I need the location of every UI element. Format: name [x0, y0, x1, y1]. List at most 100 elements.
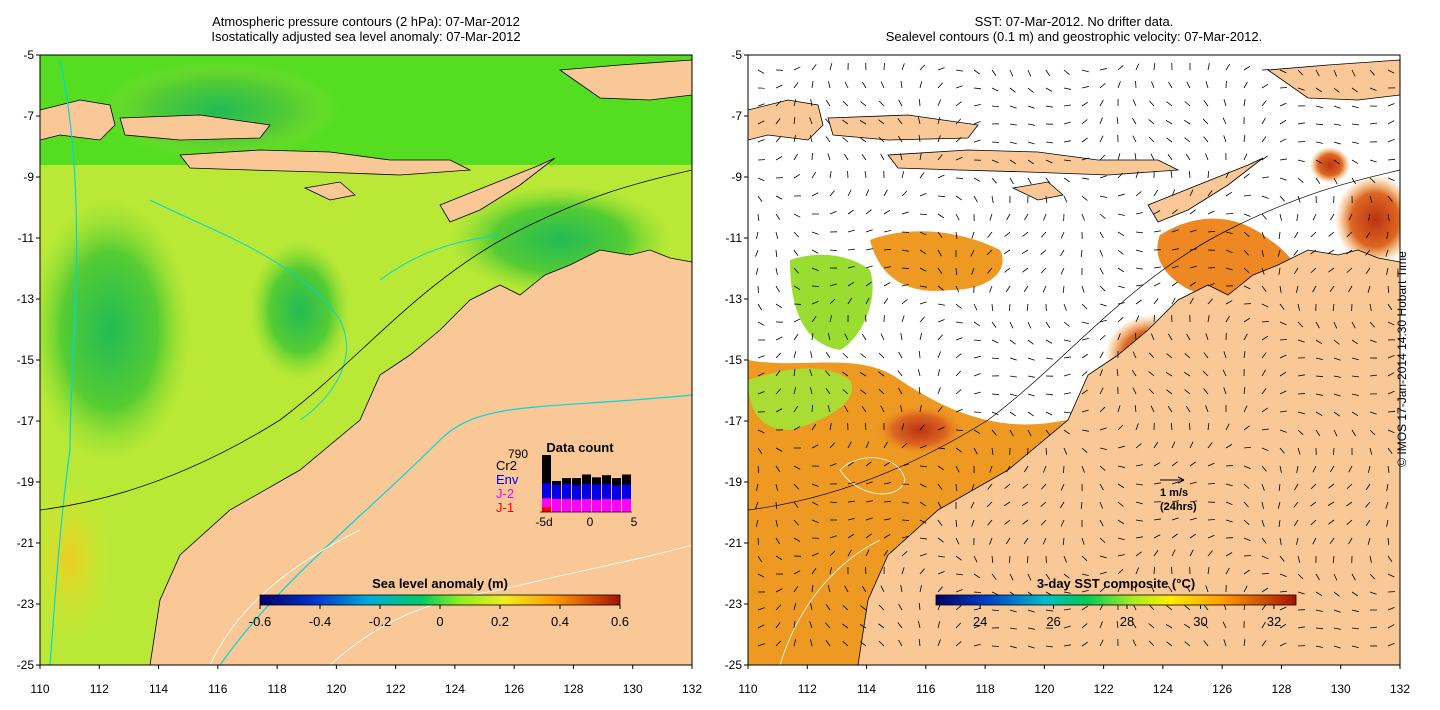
- velocity-vector: [757, 643, 765, 647]
- velocity-vector: [844, 81, 849, 89]
- velocity-vector: [1153, 314, 1156, 323]
- velocity-vector: [1081, 137, 1088, 143]
- velocity-vector: [919, 285, 927, 288]
- velocity-vector: [878, 119, 885, 125]
- velocity-vector: [955, 156, 963, 161]
- velocity-vector: [809, 135, 813, 143]
- velocity-vector: [1243, 425, 1250, 431]
- velocity-vector: [810, 639, 813, 647]
- velocity-vector: [865, 461, 872, 467]
- velocity-vector: [1135, 443, 1142, 449]
- velocity-vector: [1081, 213, 1085, 221]
- velocity-vector: [1333, 375, 1341, 378]
- velocity-vector: [919, 501, 927, 507]
- velocity-vector: [1171, 281, 1178, 287]
- velocity-vector: [1027, 627, 1035, 630]
- velocity-vector: [1081, 157, 1089, 161]
- velocity-vector: [1261, 136, 1267, 143]
- velocity-vector: [880, 333, 885, 341]
- right-xtick-label: 122: [1094, 682, 1114, 696]
- velocity-vector: [757, 321, 765, 326]
- velocity-vector: [919, 405, 922, 413]
- velocity-vector: [1117, 501, 1124, 507]
- velocity-vector: [883, 500, 892, 503]
- velocity-vector: [755, 519, 759, 527]
- velocity-vector: [1387, 447, 1393, 454]
- right-colorbar-tick-label: 26: [1046, 614, 1060, 629]
- velocity-vector: [937, 483, 943, 490]
- velocity-vector: [1027, 339, 1034, 345]
- velocity-vector: [1369, 447, 1373, 455]
- velocity-vector: [865, 189, 870, 197]
- velocity-vector: [1063, 104, 1071, 107]
- velocity-vector: [811, 81, 814, 89]
- data-count-bar-env: [562, 483, 571, 512]
- velocity-vector: [1315, 393, 1323, 396]
- velocity-vector: [829, 171, 832, 179]
- velocity-vector: [1009, 105, 1017, 109]
- velocity-vector: [1081, 371, 1088, 377]
- velocity-vector: [1295, 285, 1299, 293]
- velocity-vector: [1205, 405, 1209, 413]
- velocity-vector: [1202, 622, 1209, 629]
- left-ytick-label: -23: [17, 597, 35, 611]
- velocity-vector: [937, 351, 941, 359]
- velocity-vector: [1045, 411, 1053, 416]
- velocity-vector: [1279, 573, 1287, 577]
- velocity-vector: [973, 355, 981, 359]
- velocity-vector: [1060, 267, 1065, 275]
- velocity-vector: [793, 570, 801, 575]
- velocity-vector: [1207, 550, 1213, 557]
- velocity-vector: [1243, 519, 1250, 526]
- velocity-vector: [1153, 441, 1159, 449]
- velocity-vector: [937, 303, 945, 306]
- velocity-vector: [1135, 501, 1143, 505]
- velocity-vector: [1351, 393, 1359, 396]
- velocity-vector: [793, 501, 799, 508]
- velocity-vector: [1189, 265, 1197, 269]
- velocity-vector: [1060, 231, 1065, 239]
- velocity-vector: [955, 622, 962, 629]
- velocity-vector: [937, 537, 944, 543]
- velocity-vector: [757, 103, 765, 107]
- velocity-vector: [1045, 429, 1051, 436]
- velocity-vector: [919, 568, 925, 575]
- velocity-vector: [865, 481, 873, 485]
- velocity-vector: [937, 267, 943, 275]
- velocity-vector: [1063, 159, 1071, 162]
- velocity-vector: [970, 501, 975, 509]
- velocity-vector: [937, 154, 943, 161]
- velocity-vector: [973, 625, 981, 629]
- velocity-vector: [901, 567, 905, 575]
- velocity-vector: [1294, 519, 1299, 527]
- velocity-vector: [1315, 357, 1323, 360]
- velocity-vector: [1153, 566, 1155, 575]
- velocity-vector: [1027, 393, 1035, 397]
- velocity-vector: [1207, 283, 1215, 287]
- velocity-vector: [1153, 230, 1161, 233]
- velocity-vector: [1278, 231, 1281, 239]
- velocity-vector: [1243, 537, 1251, 542]
- left-colorbar-tick-label: 0: [436, 614, 443, 629]
- velocity-vector: [1063, 591, 1071, 594]
- velocity-vector: [1027, 429, 1032, 437]
- velocity-vector: [973, 303, 978, 311]
- velocity-vector: [793, 369, 796, 377]
- velocity-vector: [1279, 69, 1287, 74]
- velocity-vector: [1009, 69, 1014, 77]
- velocity-vector: [1135, 536, 1143, 539]
- right-axes: -5 -7 -9 -11 -13 -15 -17 -19 -21 -23 -25 110 112 114 1…: [725, 48, 1411, 696]
- left-xtick-label: 128: [563, 682, 583, 696]
- data-count-legend-env: Env: [496, 472, 519, 487]
- velocity-vector: [1203, 352, 1209, 359]
- velocity-vector: [1387, 624, 1395, 629]
- velocity-vector: [1043, 213, 1047, 221]
- velocity-vector: [1243, 153, 1248, 161]
- velocity-vector: [1387, 642, 1395, 647]
- velocity-vector: [1315, 69, 1320, 77]
- velocity-vector: [847, 248, 855, 251]
- velocity-vector: [1315, 141, 1323, 144]
- velocity-vector: [809, 621, 813, 629]
- right-colorbar-tick-label: 30: [1193, 614, 1207, 629]
- velocity-vector: [1261, 352, 1267, 359]
